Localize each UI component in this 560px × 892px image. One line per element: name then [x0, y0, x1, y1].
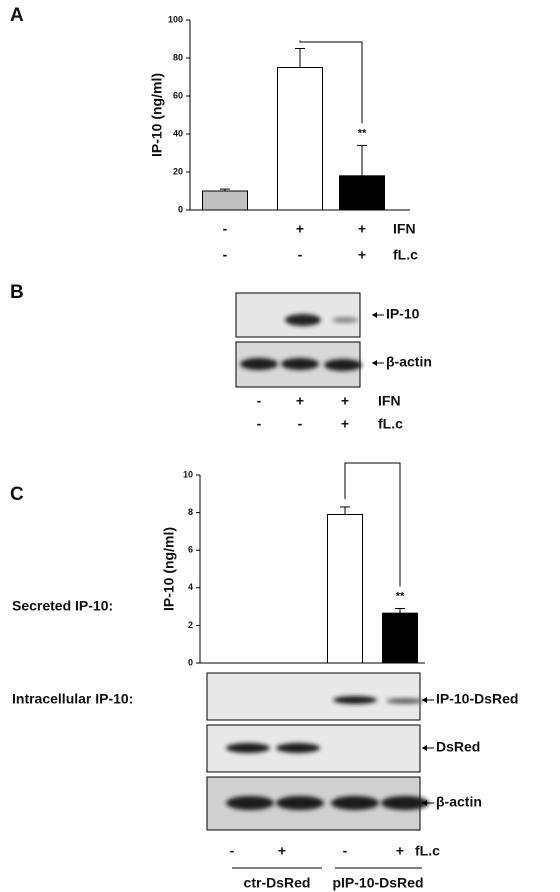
- condition-sign: +: [296, 221, 304, 237]
- band: [386, 698, 424, 704]
- blot: [206, 672, 421, 721]
- error-bar: [220, 188, 230, 191]
- condition-sign: -: [298, 416, 303, 432]
- band: [331, 796, 379, 810]
- y-tick-label: 8: [188, 507, 193, 517]
- arrow: [372, 312, 377, 318]
- y-tick-label: 60: [173, 90, 183, 100]
- condition-sign: +: [358, 247, 366, 263]
- condition-sign: +: [296, 393, 304, 409]
- condition-sign: -: [257, 416, 262, 432]
- band: [226, 743, 270, 753]
- bracket: [344, 462, 401, 587]
- group-label: ctr-DsRed: [244, 875, 311, 891]
- band: [240, 358, 278, 370]
- band: [381, 796, 429, 810]
- band: [226, 796, 274, 810]
- blot-label: β-actin: [436, 794, 482, 810]
- band: [276, 743, 320, 753]
- section-label: Intracellular IP-10:: [12, 691, 133, 707]
- band: [276, 796, 324, 810]
- condition-sign: -: [223, 247, 228, 263]
- y-tick-label: 0: [188, 657, 193, 667]
- condition-sign: +: [396, 843, 404, 859]
- band: [281, 358, 319, 370]
- bar: [327, 513, 363, 664]
- y-tick-label: 2: [188, 620, 193, 630]
- bracket: [299, 40, 363, 124]
- bar: [202, 190, 248, 211]
- panel-label: C: [10, 484, 24, 505]
- condition-sign: -: [223, 221, 228, 237]
- panel-label: A: [10, 5, 24, 26]
- band: [285, 314, 321, 326]
- condition-sign: +: [358, 221, 366, 237]
- condition-sign: +: [341, 393, 349, 409]
- y-axis-label: IP-10 (ng/ml): [161, 527, 177, 611]
- y-tick-label: 6: [188, 545, 193, 555]
- blot-label: β-actin: [386, 354, 432, 370]
- condition-sign: -: [230, 843, 235, 859]
- condition-name: fL.c: [393, 247, 418, 263]
- y-tick-label: 80: [173, 52, 183, 62]
- bar: [382, 612, 418, 664]
- error-bar: [340, 506, 350, 515]
- y-tick-label: 0: [178, 204, 183, 214]
- panel-label: B: [10, 282, 24, 303]
- bar: [339, 175, 385, 211]
- error-bar: [357, 144, 367, 176]
- band: [324, 359, 362, 371]
- condition-sign: -: [298, 247, 303, 263]
- y-tick-label: 40: [173, 128, 183, 138]
- bar: [277, 67, 323, 211]
- significance: **: [358, 127, 367, 139]
- arrow: [422, 697, 427, 703]
- arrow: [422, 800, 427, 806]
- y-tick-label: 4: [188, 582, 193, 592]
- condition-name: IFN: [378, 393, 401, 409]
- condition-sign: -: [343, 843, 348, 859]
- y-tick-label: 20: [173, 166, 183, 176]
- y-tick-label: 10: [183, 469, 193, 479]
- y-tick-label: 100: [168, 14, 183, 24]
- y-axis-label: IP-10 (ng/ml): [149, 73, 165, 157]
- arrow: [422, 745, 427, 751]
- blot-label: IP-10-DsRed: [436, 691, 518, 707]
- condition-sign: +: [341, 416, 349, 432]
- blot-label: IP-10: [386, 306, 420, 322]
- error-bar: [295, 48, 305, 68]
- condition-sign: +: [278, 843, 286, 859]
- band: [333, 696, 377, 704]
- condition-name: IFN: [393, 221, 416, 237]
- band: [332, 317, 358, 323]
- error-bar: [395, 607, 405, 614]
- arrow: [372, 360, 377, 366]
- blot-label: DsRed: [436, 739, 480, 755]
- condition-name: fL.c: [415, 843, 440, 859]
- section-label: Secreted IP-10:: [12, 598, 113, 614]
- condition-sign: -: [257, 393, 262, 409]
- group-label: pIP-10-DsRed: [332, 875, 423, 891]
- significance: **: [396, 590, 405, 602]
- condition-name: fL.c: [378, 416, 403, 432]
